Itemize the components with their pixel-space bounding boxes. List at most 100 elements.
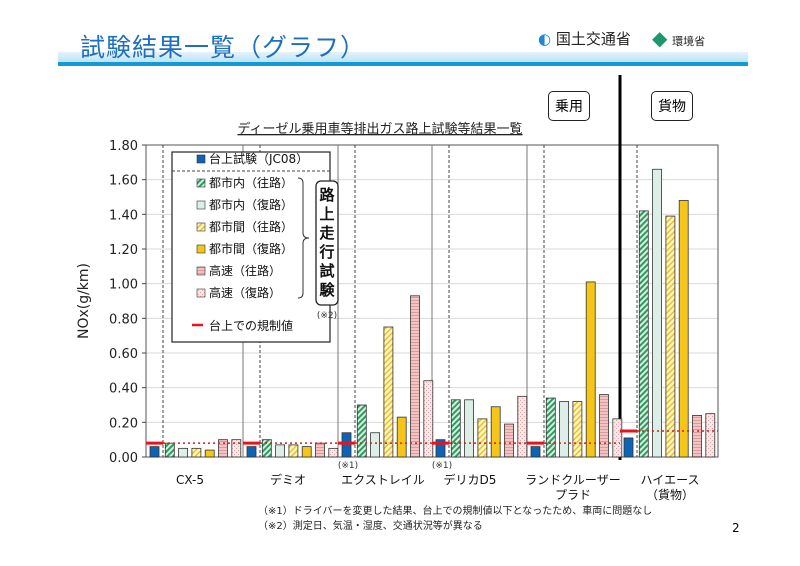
y-tick-label: 1.00 bbox=[109, 278, 138, 293]
title-underline bbox=[58, 62, 748, 66]
bar bbox=[356, 404, 367, 458]
y-tick-label: 1.40 bbox=[109, 208, 138, 223]
bar bbox=[504, 423, 514, 458]
bar bbox=[261, 439, 272, 458]
y-axis-label: NOx(g/km) bbox=[76, 263, 92, 339]
mlit-logo: ◐ 国土交通省 bbox=[538, 28, 631, 49]
legend-swatch bbox=[196, 288, 206, 298]
bar bbox=[450, 399, 461, 458]
env-logo-text: 環境省 bbox=[672, 35, 706, 48]
bar bbox=[315, 442, 325, 458]
bar bbox=[341, 432, 352, 458]
bar bbox=[301, 446, 312, 458]
legend-group-char: 試 bbox=[319, 262, 334, 280]
category-label: ランドクルーザー bbox=[525, 473, 620, 487]
bar bbox=[678, 200, 689, 458]
bar bbox=[638, 210, 649, 458]
footnote-2: （※2）測定日、気温・湿度、交通状況等が異なる bbox=[258, 521, 483, 532]
legend-group-char: 行 bbox=[318, 243, 334, 261]
legend-swatch bbox=[196, 200, 206, 210]
env-emblem-icon: ◆ bbox=[652, 26, 668, 50]
bar bbox=[623, 437, 634, 458]
legend-swatch bbox=[196, 266, 206, 276]
y-tick-label: 1.80 bbox=[109, 139, 138, 154]
legend-swatch bbox=[196, 222, 206, 232]
mlit-logo-text: 国土交通省 bbox=[555, 30, 631, 48]
category-note: (※1) bbox=[338, 461, 358, 471]
category-label: プラド bbox=[555, 488, 591, 502]
legend-brace bbox=[297, 177, 310, 299]
legend-label: 高速（復路） bbox=[209, 285, 281, 300]
bar bbox=[464, 399, 475, 458]
bar bbox=[572, 401, 583, 458]
bar bbox=[396, 416, 407, 458]
bar bbox=[423, 380, 434, 458]
bar bbox=[665, 215, 676, 458]
bar bbox=[545, 397, 556, 458]
category-note: (※1) bbox=[432, 461, 452, 471]
legend-label: 都市間（復路） bbox=[209, 241, 293, 256]
bar bbox=[218, 439, 228, 458]
mlit-emblem-icon: ◐ bbox=[538, 30, 552, 48]
bar bbox=[410, 295, 420, 458]
bar bbox=[149, 446, 160, 458]
bar bbox=[652, 168, 662, 458]
category-label: CX-5 bbox=[176, 473, 204, 487]
y-tick-label: 0.40 bbox=[109, 382, 138, 397]
bar bbox=[246, 446, 257, 458]
category-label: デリカD5 bbox=[444, 472, 497, 487]
legend-label: 都市間（往路） bbox=[209, 219, 293, 234]
y-tick-label: 1.20 bbox=[109, 243, 138, 258]
bar bbox=[191, 447, 202, 458]
page-number: 2 bbox=[732, 521, 740, 535]
legend-group-note: (※2) bbox=[317, 311, 337, 321]
y-tick-label: 0.80 bbox=[109, 312, 138, 327]
category-label: デミオ bbox=[270, 472, 306, 487]
legend-group-char: 上 bbox=[319, 205, 334, 223]
legend-group-char: 走 bbox=[319, 224, 334, 242]
bar bbox=[599, 394, 609, 458]
bar bbox=[559, 401, 569, 458]
bar bbox=[178, 447, 189, 458]
bar bbox=[164, 442, 175, 458]
category-label: エクストレイル bbox=[341, 473, 425, 487]
passenger-label: 乗用 bbox=[548, 91, 590, 121]
env-logo: ◆ 環境省 bbox=[652, 26, 705, 50]
bar bbox=[275, 444, 286, 458]
bar bbox=[477, 418, 488, 458]
category-label: （貨物） bbox=[646, 487, 694, 502]
legend-label: 高速（往路） bbox=[209, 263, 281, 278]
legend-label: 台上試験（JC08） bbox=[209, 151, 308, 166]
bar bbox=[435, 439, 446, 458]
y-tick-label: 0.00 bbox=[109, 451, 138, 466]
page-title: 試験結果一覧（グラフ） bbox=[80, 33, 367, 62]
legend-swatch bbox=[196, 154, 206, 164]
legend-group-char: 路 bbox=[319, 186, 335, 204]
legend-group-box bbox=[315, 180, 339, 306]
legend-swatch bbox=[196, 244, 206, 254]
bar bbox=[692, 414, 702, 458]
bar bbox=[490, 406, 501, 458]
bar bbox=[328, 447, 339, 458]
footnote-1: （※1）ドライバーを変更した結果、台上での規制値以下となったため、車両に問題なし bbox=[258, 506, 653, 517]
bar bbox=[585, 281, 596, 458]
y-tick-label: 0.20 bbox=[109, 416, 138, 431]
bar bbox=[370, 432, 381, 458]
bar bbox=[288, 444, 299, 458]
bar bbox=[612, 418, 623, 458]
y-tick-label: 0.60 bbox=[109, 347, 138, 362]
bar bbox=[231, 439, 242, 458]
legend-group-char: 験 bbox=[319, 281, 335, 299]
legend-label: 台上での規制値 bbox=[209, 318, 293, 333]
chart-title: ディーゼル乗用車等排出ガス路上試験等結果一覧 bbox=[237, 121, 522, 137]
legend-label: 都市内（復路） bbox=[209, 197, 293, 212]
category-label: ハイエース bbox=[640, 473, 699, 487]
y-tick-label: 1.60 bbox=[109, 174, 138, 189]
bar bbox=[204, 449, 215, 458]
title-band bbox=[58, 52, 748, 62]
legend-swatch bbox=[196, 178, 206, 188]
legend-label: 都市内（往路） bbox=[209, 175, 293, 190]
bar bbox=[530, 446, 541, 458]
